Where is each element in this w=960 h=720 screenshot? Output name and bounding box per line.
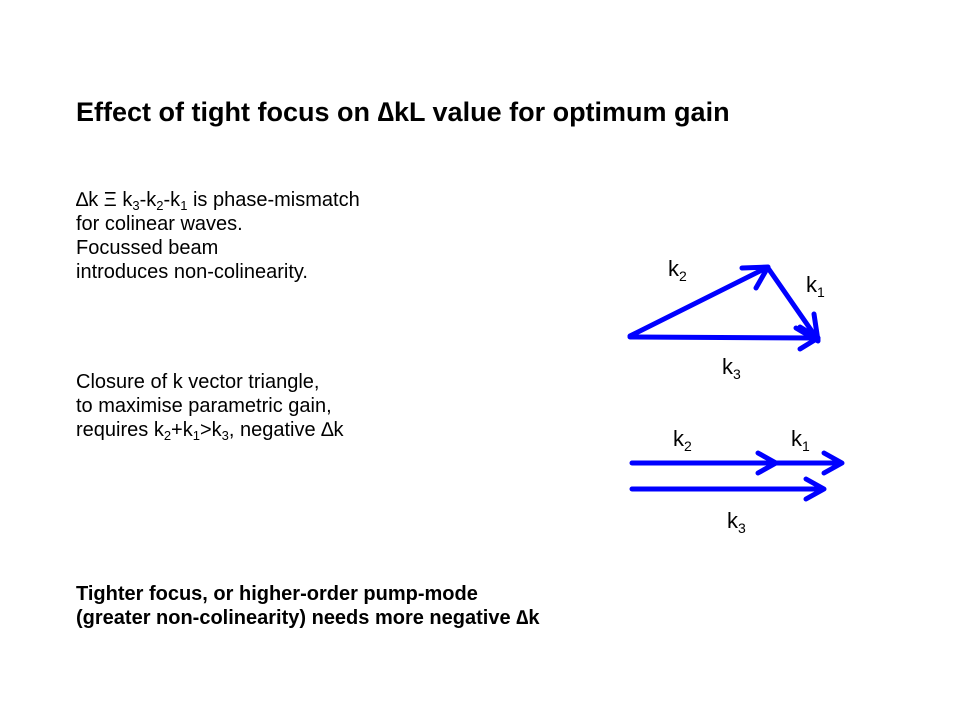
subscript: 2 xyxy=(163,428,172,443)
delta-symbol: ∆ xyxy=(377,97,395,127)
colinear-k3-arrowhead xyxy=(803,476,827,502)
label-base: k xyxy=(791,426,802,451)
subscript: 1 xyxy=(180,198,188,213)
label-base: k xyxy=(673,426,684,451)
text-fragment: k Ξ k xyxy=(88,189,133,211)
delta-symbol: ∆ xyxy=(321,419,334,441)
colinear-k1-label: k1 xyxy=(791,426,810,454)
triangle-k1-label: k1 xyxy=(806,272,825,300)
label-base: k xyxy=(722,354,733,379)
label-base: k xyxy=(668,256,679,281)
text-fragment: -k xyxy=(139,189,157,211)
text-fragment: (greater non-colinearity) needs more neg… xyxy=(76,607,517,629)
slide-title: Effect of tight focus on ∆kL value for o… xyxy=(76,96,730,128)
text-fragment: , negative xyxy=(228,419,322,441)
subscript: 2 xyxy=(684,438,692,454)
arrows xyxy=(627,264,845,502)
delta-symbol: ∆ xyxy=(516,607,529,629)
triangle-k3-arrow xyxy=(627,334,821,341)
delta-symbol: ∆ xyxy=(76,189,89,211)
title-text-end: kL value for optimum gain xyxy=(394,97,730,127)
colinear-k1-arrowhead xyxy=(821,450,845,476)
colinear-k2-label: k2 xyxy=(673,426,692,454)
closure-condition: requires k2+k1>k3, negative ∆k xyxy=(76,418,343,442)
subscript: 1 xyxy=(802,438,810,454)
subscript: 3 xyxy=(221,428,229,443)
text-line: to maximise parametric gain, xyxy=(76,395,332,417)
label-base: k xyxy=(806,272,817,297)
text-fragment: -k xyxy=(163,189,181,211)
subscript: 2 xyxy=(156,198,164,213)
colinear-k3-label: k3 xyxy=(727,508,746,536)
subscript: 2 xyxy=(679,268,687,284)
triangle-k3-label: k3 xyxy=(722,354,741,382)
label-base: k xyxy=(727,508,738,533)
phase-mismatch-definition: ∆k Ξ k3-k2-k1 is phase-mismatch xyxy=(76,188,360,212)
text-line: introduces non-colinearity. xyxy=(76,261,308,283)
triangle-closure-paragraph: Closure of k vector triangle, to maximis… xyxy=(76,370,343,442)
subscript: 3 xyxy=(738,520,746,536)
title-text-start: Effect of tight focus on xyxy=(76,97,378,127)
text-fragment: >k xyxy=(199,419,222,441)
text-line: Tighter focus, or higher-order pump-mode xyxy=(76,583,478,605)
text-line: (greater non-colinearity) needs more neg… xyxy=(76,606,540,630)
text-fragment: k xyxy=(333,419,344,441)
triangle-k2-label: k2 xyxy=(668,256,687,284)
text-fragment: requires k xyxy=(76,419,164,441)
subscript: 3 xyxy=(733,366,741,382)
text-line: Focussed beam xyxy=(76,237,219,259)
text-line: for colinear waves. xyxy=(76,213,243,235)
subscript: 3 xyxy=(132,198,140,213)
text-fragment: is phase-mismatch xyxy=(187,189,360,211)
triangle-k3-arrowhead xyxy=(797,324,821,352)
subscript: 1 xyxy=(192,428,200,443)
phase-mismatch-paragraph: ∆k Ξ k3-k2-k1 is phase-mismatch for coli… xyxy=(76,188,360,284)
subscript: 1 xyxy=(817,284,825,300)
text-fragment: k xyxy=(528,607,540,629)
triangle-k1-arrowhead xyxy=(793,311,821,344)
triangle-k1-arrow xyxy=(765,265,821,343)
text-fragment: +k xyxy=(171,419,193,441)
triangle-k2-arrow xyxy=(627,265,769,339)
text-line: Closure of k vector triangle, xyxy=(76,371,320,393)
conclusion-paragraph: Tighter focus, or higher-order pump-mode… xyxy=(76,582,540,630)
